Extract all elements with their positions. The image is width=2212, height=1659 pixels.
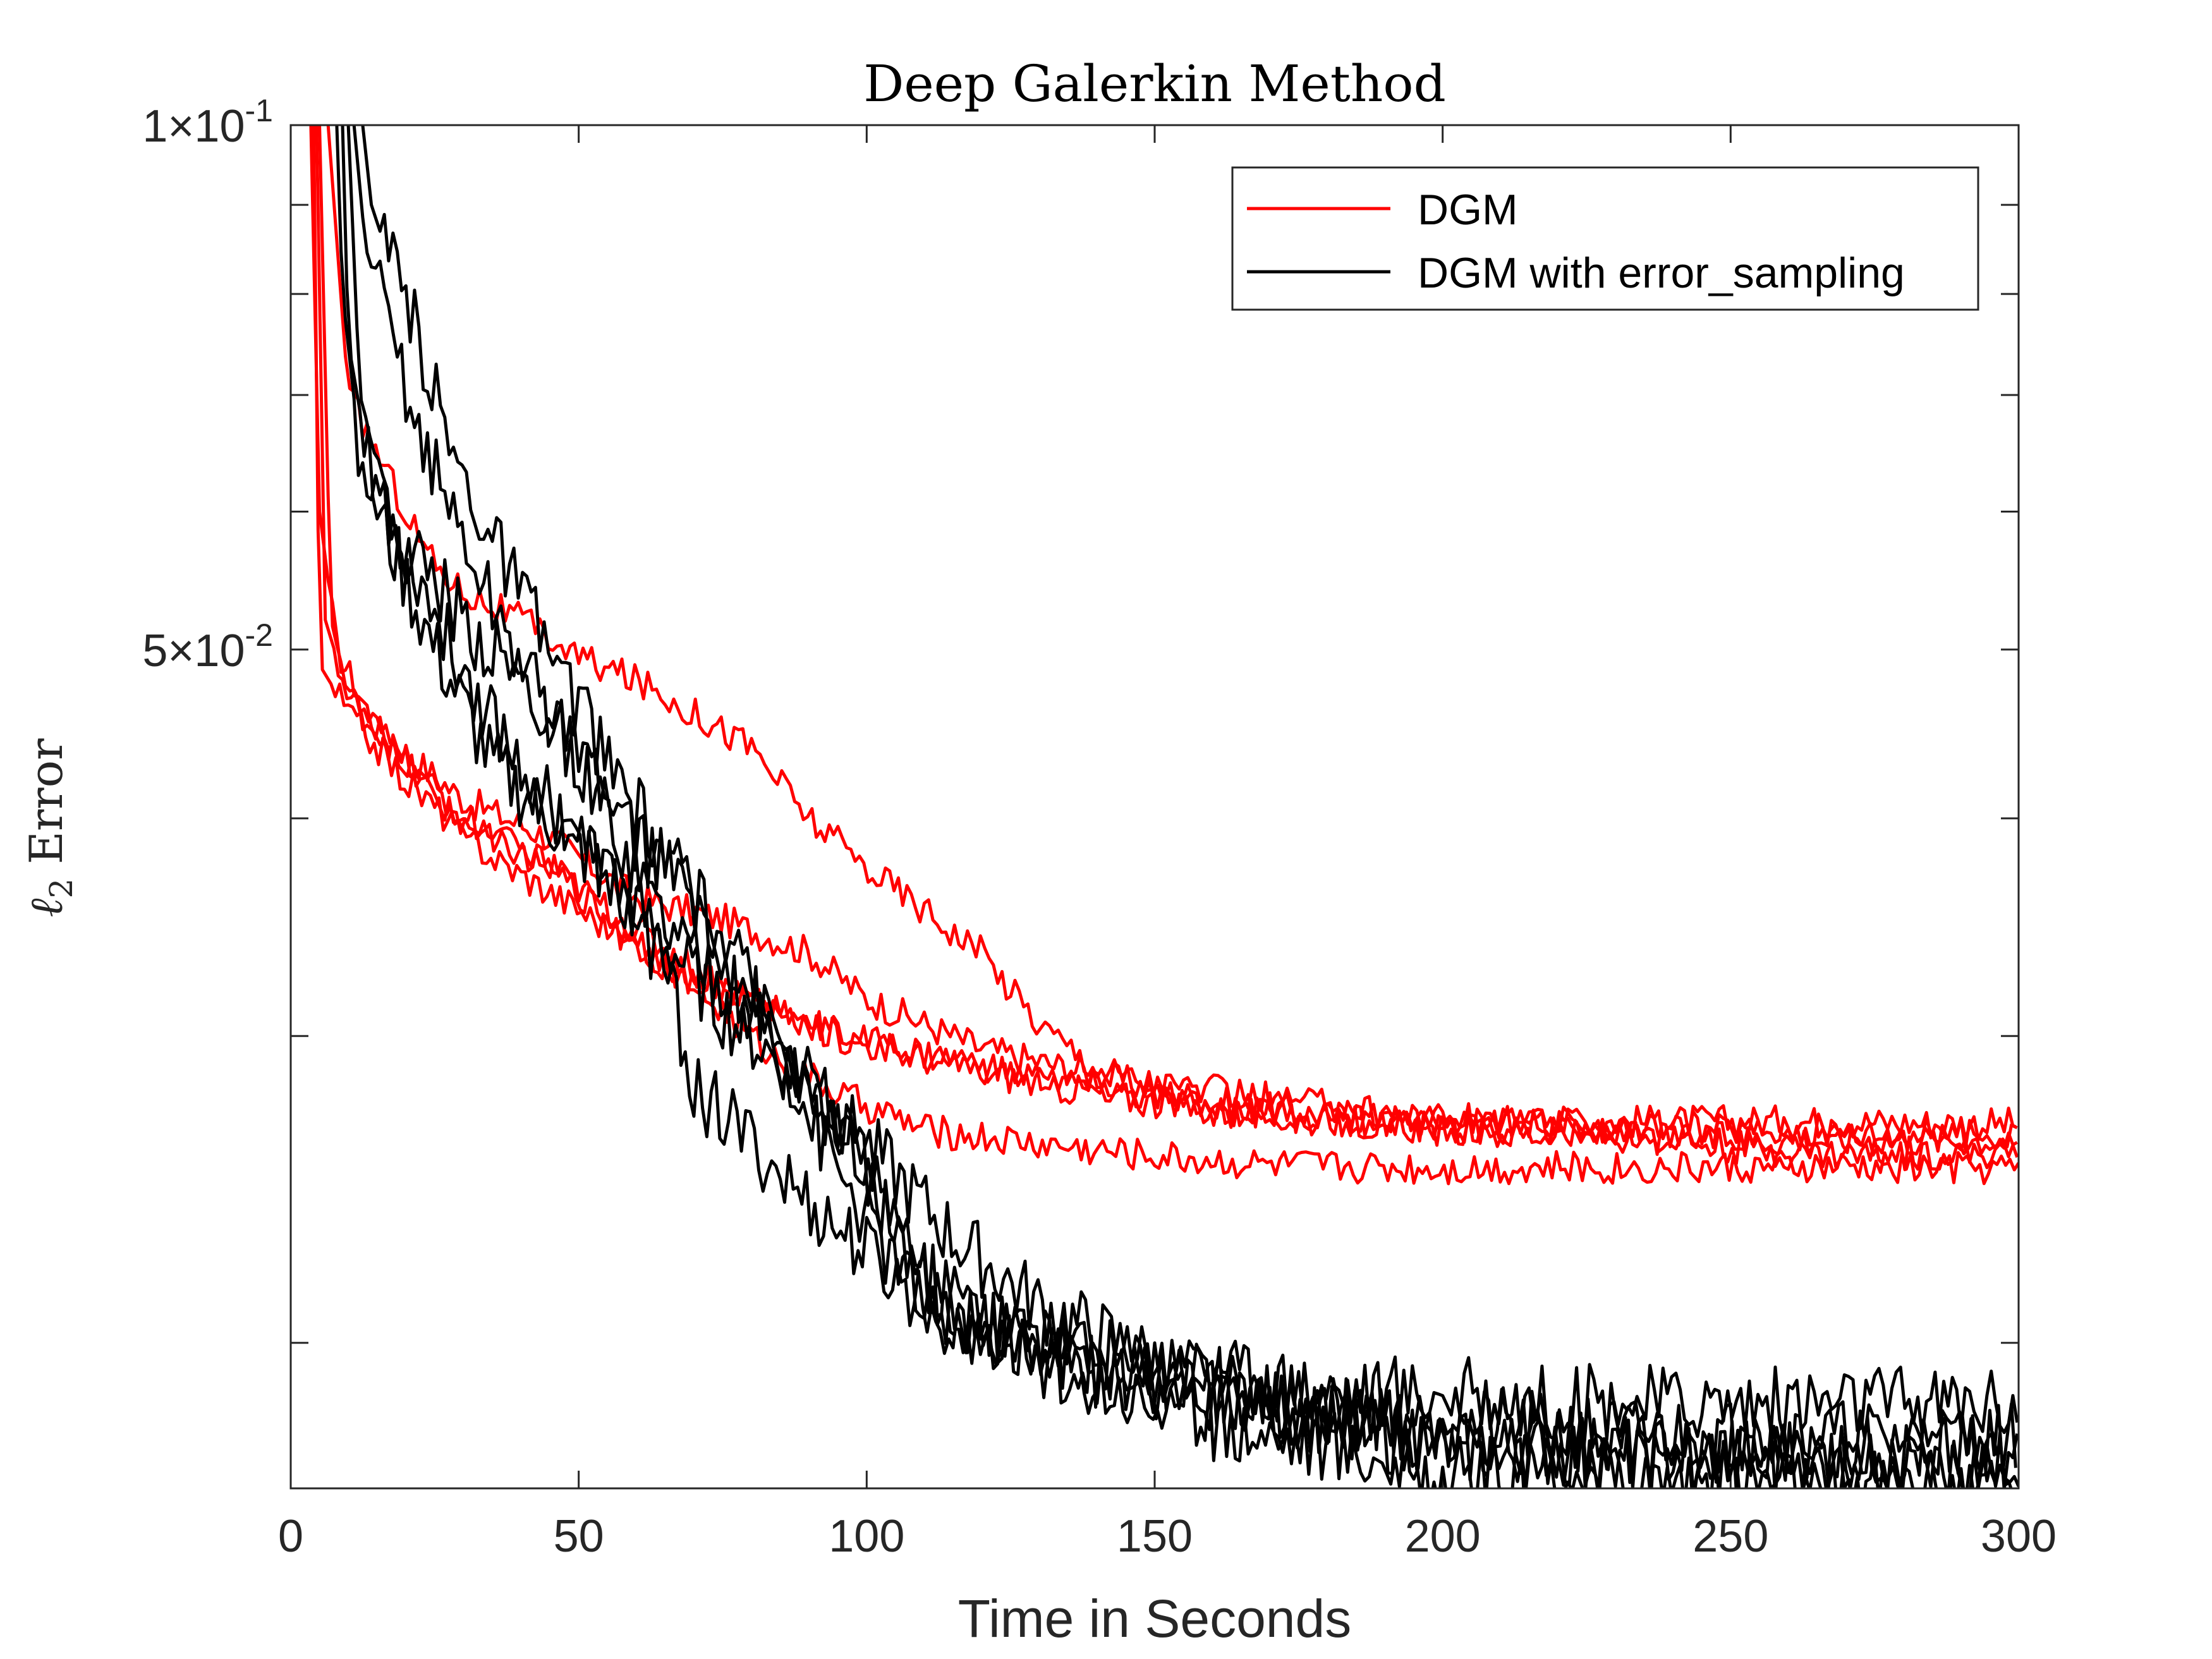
y-axis-label: ℓ2 Error bbox=[20, 738, 80, 918]
x-tick-label: 50 bbox=[554, 1511, 604, 1562]
x-tick-label: 200 bbox=[1405, 1511, 1481, 1562]
axis-ticks: 0 50 100 150 200 250 300 1×10-1 5×10-2 bbox=[142, 93, 2057, 1562]
x-tick-label: 150 bbox=[1117, 1511, 1193, 1562]
y-tick-label: 5×10-2 bbox=[142, 617, 273, 676]
y-axis-label-subscript: 2 bbox=[43, 878, 80, 899]
chart-title: Deep Galerkin Method bbox=[863, 54, 1446, 113]
legend-label-dgm: DGM bbox=[1418, 186, 1518, 234]
x-tick-label: 0 bbox=[278, 1511, 303, 1562]
x-axis-label: Time in Seconds bbox=[958, 1589, 1352, 1648]
y-axis-label-symbol: ℓ bbox=[20, 898, 73, 917]
x-tick-label: 250 bbox=[1692, 1511, 1768, 1562]
legend-label-dgm-with-error-sampling: DGM with error_sampling bbox=[1418, 249, 1905, 297]
series-layer bbox=[309, 125, 2019, 1488]
x-tick-label: 100 bbox=[829, 1511, 904, 1562]
series-line-dgm-with-error-sampling bbox=[352, 125, 2019, 1488]
legend: DGM DGM with error_sampling bbox=[1231, 166, 1979, 311]
plot-area-frame bbox=[289, 124, 2020, 1490]
legend-box bbox=[1231, 166, 1979, 311]
series-line-dgm bbox=[318, 125, 2019, 1172]
series-line-dgm bbox=[326, 125, 2018, 1152]
svg-text:ℓ2Error: ℓ2 Error bbox=[20, 738, 80, 918]
y-axis-label-word: Error bbox=[20, 738, 73, 865]
x-tick-label: 300 bbox=[1981, 1511, 2057, 1562]
y-tick-label: 1×10-1 bbox=[142, 93, 273, 152]
series-line-dgm-with-error-sampling bbox=[361, 125, 2013, 1488]
